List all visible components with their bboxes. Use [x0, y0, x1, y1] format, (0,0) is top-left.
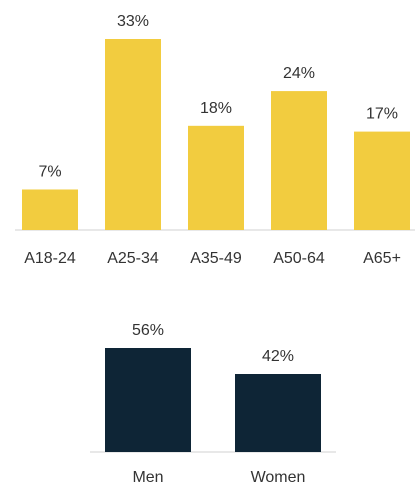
value-label-a25-34: 33% [117, 13, 149, 30]
bar-a25-34 [105, 39, 161, 230]
category-label-women: Women [251, 469, 306, 486]
value-label-a18-24: 7% [38, 163, 61, 180]
value-label-women: 42% [262, 348, 294, 365]
bar-a65plus [354, 131, 410, 230]
value-label-a35-49: 18% [200, 100, 232, 117]
value-label-a65plus: 17% [366, 106, 398, 123]
category-label-a35-49: A35-49 [190, 250, 242, 267]
category-label-a25-34: A25-34 [107, 250, 159, 267]
value-label-a50-64: 24% [283, 65, 315, 82]
age-chart: 7% 33% 18% 24% 17% A18-24 A25-34 A35-49 … [15, 13, 415, 267]
category-label-a18-24: A18-24 [24, 250, 76, 267]
value-label-men: 56% [132, 322, 164, 339]
category-label-a50-64: A50-64 [273, 250, 325, 267]
category-label-a65plus: A65+ [363, 250, 401, 267]
category-label-men: Men [132, 469, 163, 486]
gender-chart: 56% 42% Men Women [90, 322, 336, 486]
bar-a18-24 [22, 189, 78, 230]
bar-men [105, 348, 191, 452]
bar-a35-49 [188, 125, 244, 230]
bar-women [235, 374, 321, 452]
bar-a50-64 [271, 91, 327, 230]
